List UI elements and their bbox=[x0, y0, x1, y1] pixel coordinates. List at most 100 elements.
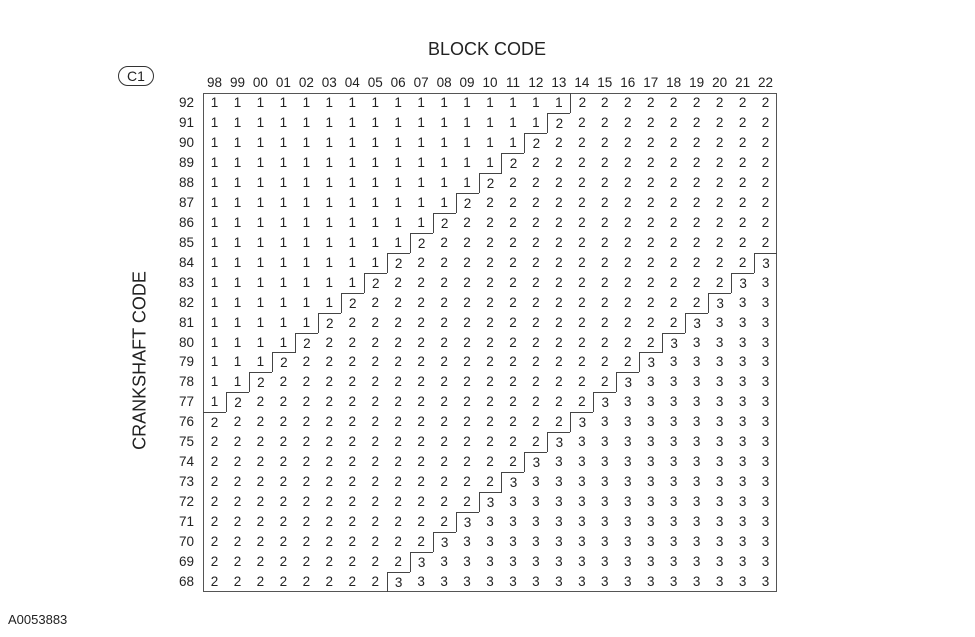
column-header: 22 bbox=[758, 75, 774, 90]
grid-cell: 2 bbox=[601, 374, 609, 390]
grid-cell: 1 bbox=[325, 154, 334, 170]
grid-cell: 2 bbox=[578, 174, 586, 190]
grid-cell: 2 bbox=[256, 574, 265, 590]
grid-cell: 3 bbox=[669, 554, 678, 570]
grid-cell: 3 bbox=[509, 494, 517, 510]
grid-cell: 2 bbox=[256, 454, 265, 470]
grid-cell: 1 bbox=[325, 134, 334, 150]
grid-cell: 2 bbox=[555, 174, 563, 190]
column-header: 16 bbox=[620, 75, 636, 90]
grid-cell: 2 bbox=[646, 314, 655, 330]
grid-cell: 3 bbox=[761, 574, 770, 590]
grid-cell: 1 bbox=[394, 174, 402, 190]
grid-cell: 1 bbox=[256, 334, 265, 350]
grid-cell: 3 bbox=[486, 514, 494, 530]
grid-cell: 2 bbox=[509, 434, 517, 450]
grid-cell: 3 bbox=[738, 314, 747, 330]
grid-cell: 2 bbox=[210, 574, 219, 590]
grid-cell: 1 bbox=[302, 314, 311, 330]
grid-cell: 3 bbox=[692, 414, 701, 430]
grid-cell: 2 bbox=[279, 534, 288, 550]
grid-cell: 2 bbox=[440, 374, 448, 390]
grid-cell: 2 bbox=[509, 294, 517, 310]
grid-cell: 1 bbox=[417, 174, 425, 190]
grid-cell: 2 bbox=[761, 114, 770, 130]
grid-cell: 3 bbox=[455, 512, 479, 533]
grid-cell: 1 bbox=[233, 354, 242, 370]
grid-cell: 2 bbox=[486, 414, 494, 430]
grid-cell: 3 bbox=[601, 454, 609, 470]
grid-cell: 2 bbox=[715, 194, 724, 210]
grid-cell: 1 bbox=[440, 194, 448, 210]
grid-cell: 3 bbox=[761, 274, 770, 290]
grid-cell: 2 bbox=[210, 454, 219, 470]
column-header: 00 bbox=[252, 75, 268, 90]
grid-cell: 2 bbox=[532, 234, 540, 250]
grid-cell: 2 bbox=[646, 194, 655, 210]
grid-cell: 2 bbox=[578, 334, 586, 350]
grid-cell: 3 bbox=[761, 454, 770, 470]
grid-cell: 2 bbox=[532, 414, 540, 430]
grid-cell: 2 bbox=[233, 494, 242, 510]
grid-cell: 2 bbox=[463, 354, 471, 370]
grid-cell: 2 bbox=[532, 394, 540, 410]
grid-cell: 2 bbox=[761, 194, 770, 210]
grid-cell: 2 bbox=[325, 354, 334, 370]
grid-cell: 2 bbox=[279, 514, 288, 530]
grid-cell: 3 bbox=[692, 574, 701, 590]
grid-cell: 1 bbox=[394, 214, 402, 230]
grid-cell: 2 bbox=[203, 412, 226, 432]
grid-cell: 2 bbox=[325, 534, 334, 550]
grid-cell: 3 bbox=[593, 392, 617, 413]
grid-cell: 1 bbox=[417, 95, 425, 110]
grid-cell: 2 bbox=[440, 254, 448, 270]
grid-cell: 3 bbox=[669, 514, 678, 530]
grid-cell: 1 bbox=[371, 114, 379, 130]
grid-cell: 2 bbox=[509, 334, 517, 350]
grid-cell: 2 bbox=[715, 95, 724, 110]
grid-cell: 1 bbox=[440, 174, 448, 190]
grid-cell: 1 bbox=[256, 234, 265, 250]
grid-cell: 3 bbox=[692, 334, 701, 350]
grid-cell: 2 bbox=[486, 254, 494, 270]
grid-cell: 1 bbox=[210, 254, 219, 270]
grid-cell: 2 bbox=[715, 274, 724, 290]
grid-cell: 2 bbox=[532, 174, 540, 190]
grid-cell: 3 bbox=[692, 474, 701, 490]
grid-cell: 2 bbox=[371, 394, 379, 410]
grid-cell: 1 bbox=[371, 234, 379, 250]
grid-cell: 3 bbox=[761, 314, 770, 330]
grid-cell: 1 bbox=[233, 274, 242, 290]
grid-cell: 3 bbox=[669, 434, 678, 450]
grid-cell: 2 bbox=[578, 294, 586, 310]
grid-cell: 1 bbox=[210, 294, 219, 310]
grid-cell: 2 bbox=[532, 334, 540, 350]
grid-cell: 3 bbox=[685, 312, 709, 333]
grid-cell: 2 bbox=[624, 274, 632, 290]
grid-cell: 2 bbox=[578, 134, 586, 150]
grid-cell: 2 bbox=[302, 514, 311, 530]
grid-cell: 2 bbox=[417, 394, 425, 410]
row-header: 69 bbox=[178, 554, 194, 570]
grid-cell: 2 bbox=[501, 152, 525, 173]
grid-cell: 2 bbox=[624, 334, 632, 350]
grid-cell: 3 bbox=[624, 474, 632, 490]
grid-cell: 3 bbox=[761, 294, 770, 310]
grid-cell: 2 bbox=[371, 414, 379, 430]
grid-cell: 3 bbox=[692, 354, 701, 370]
grid-cell: 2 bbox=[555, 334, 563, 350]
grid-cell: 2 bbox=[509, 354, 517, 370]
grid-cell: 2 bbox=[256, 494, 265, 510]
column-header: 08 bbox=[436, 75, 452, 90]
grid-cell: 2 bbox=[669, 174, 678, 190]
grid-cell: 1 bbox=[233, 334, 242, 350]
grid-cell: 1 bbox=[348, 214, 356, 230]
grid-cell: 1 bbox=[394, 95, 402, 110]
grid-cell: 1 bbox=[233, 114, 242, 130]
grid-cell: 1 bbox=[233, 214, 242, 230]
grid-cell: 1 bbox=[486, 114, 494, 130]
grid-cell: 1 bbox=[279, 114, 288, 130]
grid-cell: 2 bbox=[646, 254, 655, 270]
grid-cell: 2 bbox=[486, 214, 494, 230]
grid-cell: 1 bbox=[256, 114, 265, 130]
